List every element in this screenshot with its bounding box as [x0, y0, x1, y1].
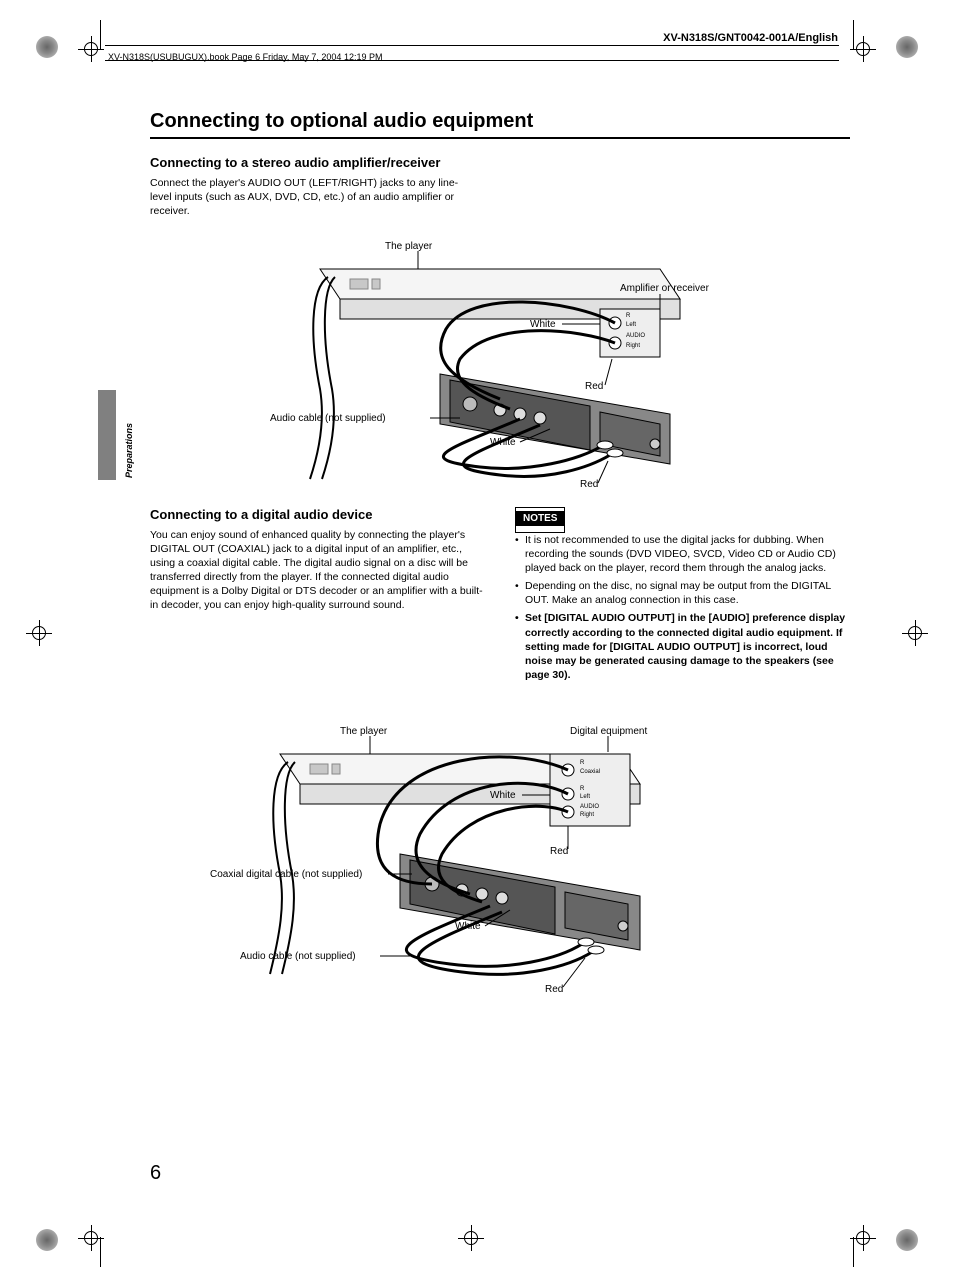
svg-text:AUDIO: AUDIO	[626, 333, 645, 339]
notes-badge: NOTES	[515, 507, 565, 533]
label-cable: Audio cable (not supplied)	[270, 413, 386, 424]
label-white: White	[530, 319, 556, 330]
reg-mark	[458, 1225, 484, 1251]
crop-dot-bl	[36, 1229, 58, 1251]
page-number: 6	[150, 1162, 161, 1185]
svg-text:Left: Left	[626, 322, 636, 328]
label-red: Red	[550, 846, 568, 857]
header-rule	[105, 60, 839, 61]
sub2-body: You can enjoy sound of enhanced quality …	[150, 528, 485, 613]
label-player: The player	[340, 726, 388, 737]
crop-line	[100, 20, 101, 50]
svg-text:Right: Right	[580, 812, 594, 818]
note-item: It is not recommended to use the digital…	[515, 533, 850, 576]
crop-dot-tr	[896, 36, 918, 58]
diagram-stereo: The player Amplifier or receiver R Left …	[150, 229, 850, 489]
note-item-bold: Set [DIGITAL AUDIO OUTPUT] in the [AUDIO…	[515, 611, 850, 682]
crop-line	[853, 20, 854, 50]
svg-text:Left: Left	[580, 794, 590, 800]
svg-text:R: R	[626, 313, 631, 319]
doc-id: XV-N318S/GNT0042-001A/English	[663, 32, 838, 44]
svg-text:R: R	[580, 786, 585, 792]
crop-line	[100, 1237, 101, 1267]
sub1-title: Connecting to a stereo audio amplifier/r…	[150, 155, 850, 170]
crop-line	[853, 1237, 854, 1267]
label-red: Red	[580, 479, 598, 489]
side-tab	[98, 390, 116, 480]
label-cable: Audio cable (not supplied)	[240, 951, 356, 962]
label-player: The player	[385, 241, 433, 252]
header-rule	[105, 45, 839, 46]
label-receiver: Amplifier or receiver	[620, 283, 710, 294]
crop-dot-br	[896, 1229, 918, 1251]
reg-mark	[26, 620, 52, 646]
label-white: White	[490, 437, 516, 448]
diagram-digital: The player Digital equipment R Coaxial R	[150, 714, 850, 1004]
page-content: Connecting to optional audio equipment C…	[150, 110, 850, 1004]
svg-text:Coaxial: Coaxial	[580, 769, 600, 775]
reg-mark	[902, 620, 928, 646]
label-white: White	[490, 790, 516, 801]
sub2-title: Connecting to a digital audio device	[150, 507, 485, 522]
label-red: Red	[585, 381, 603, 392]
notes-list: It is not recommended to use the digital…	[515, 533, 850, 683]
two-column: Connecting to a digital audio device You…	[150, 507, 850, 687]
svg-text:R: R	[580, 760, 585, 766]
label-red: Red	[545, 984, 563, 995]
label-device: Digital equipment	[570, 726, 647, 737]
sub1-body: Connect the player's AUDIO OUT (LEFT/RIG…	[150, 176, 460, 219]
svg-text:Right: Right	[626, 343, 640, 349]
crop-dot-tl	[36, 36, 58, 58]
label-coax: Coaxial digital cable (not supplied)	[210, 869, 362, 880]
svg-text:AUDIO: AUDIO	[580, 804, 599, 810]
side-label: Preparations	[124, 423, 134, 478]
section-title: Connecting to optional audio equipment	[150, 110, 850, 139]
note-item: Depending on the disc, no signal may be …	[515, 579, 850, 607]
